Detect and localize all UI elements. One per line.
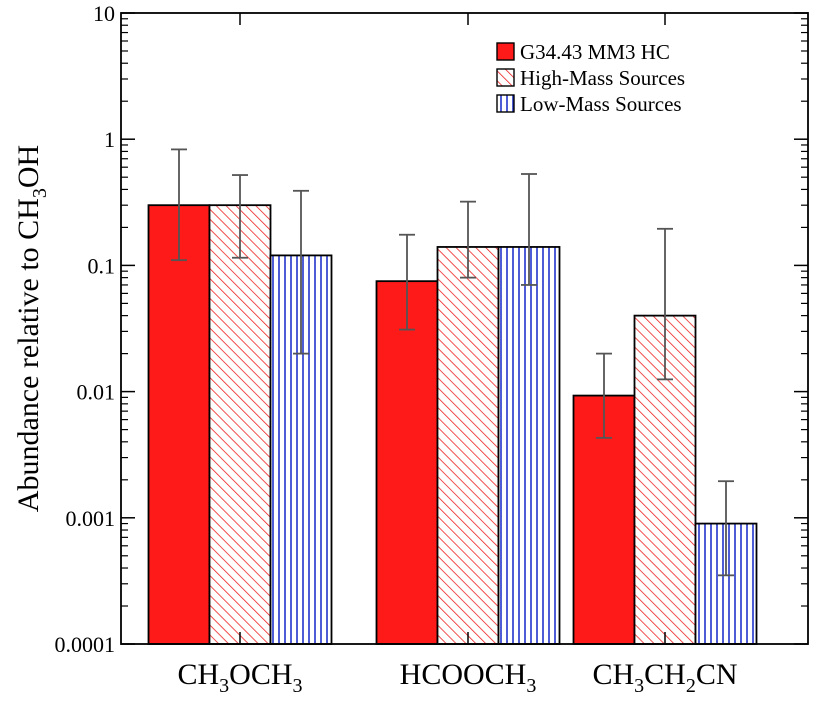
- x-axis-category-labels: CH3OCH3 HCOOCH3 CH3CH2CN: [177, 658, 737, 697]
- y-tick-label: 0.001: [66, 506, 116, 531]
- legend-label: Low-Mass Sources: [520, 92, 682, 116]
- bar-g34-43-mm3-hc-1: [375, 280, 439, 645]
- y-tick-label: 1: [104, 127, 115, 152]
- y-axis-label: Abundance relative to CH3OH: [12, 145, 51, 512]
- bar-high-mass-0: [208, 204, 272, 645]
- bar-high-mass-1: [436, 246, 500, 645]
- y-tick-label: 0.0001: [55, 632, 116, 657]
- error-bars-layer: [171, 148, 734, 577]
- bars-layer: [147, 204, 758, 645]
- legend-swatch: [496, 68, 515, 87]
- y-tick-label: 0.1: [88, 253, 116, 278]
- bar-g34-43-mm3-hc-0: [147, 204, 211, 645]
- plot-area-frame: [120, 12, 809, 645]
- legend-swatch: [496, 42, 515, 61]
- legend-swatch: [496, 94, 515, 113]
- x-category-label: HCOOCH3: [400, 658, 537, 697]
- y-axis-ticks: 10 1 0.1 0.01 0.001 0.0001: [55, 1, 808, 657]
- legend-label: High-Mass Sources: [520, 66, 685, 90]
- bar-low-mass-1: [497, 246, 561, 645]
- y-tick-label: 10: [93, 1, 115, 26]
- x-category-label: CH3OCH3: [177, 658, 302, 697]
- y-tick-label: 0.01: [77, 380, 116, 405]
- x-category-label: CH3CH2CN: [592, 658, 737, 697]
- legend-label: G34.43 MM3 HC: [520, 40, 670, 64]
